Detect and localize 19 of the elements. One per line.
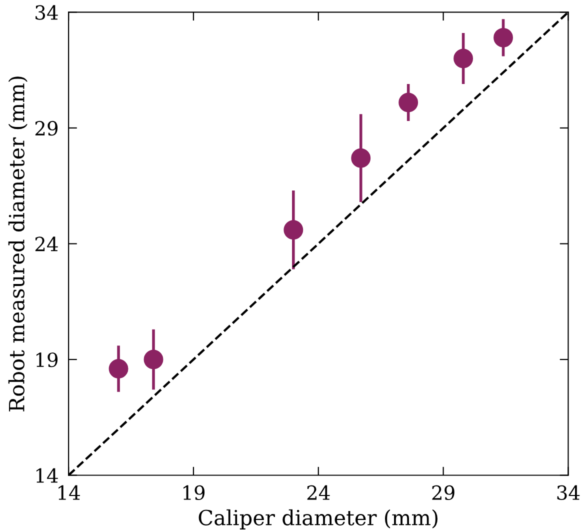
x-tick-label: 29 [432,485,454,500]
point [108,359,128,378]
point [351,148,371,168]
x-tick-label: 19 [183,485,205,500]
y-tick-label: 24 [35,236,58,252]
y-tick-label: 34 [36,5,58,20]
point [284,220,304,240]
x-tick-label: 14 [58,485,80,500]
y-tick-label: 19 [36,352,58,368]
x-tick-label: 34 [557,485,580,500]
point [454,48,474,68]
point [494,28,513,48]
y-tick-label: 29 [35,120,58,136]
point [144,350,164,370]
x-tick-label: 24 [307,485,330,500]
point [398,92,418,112]
x-axis-title: Caliper diameter (mm) [198,509,438,530]
y-axis-title: Robot measured diameter (mm) [8,76,28,412]
y-tick-label: 14 [36,468,58,483]
